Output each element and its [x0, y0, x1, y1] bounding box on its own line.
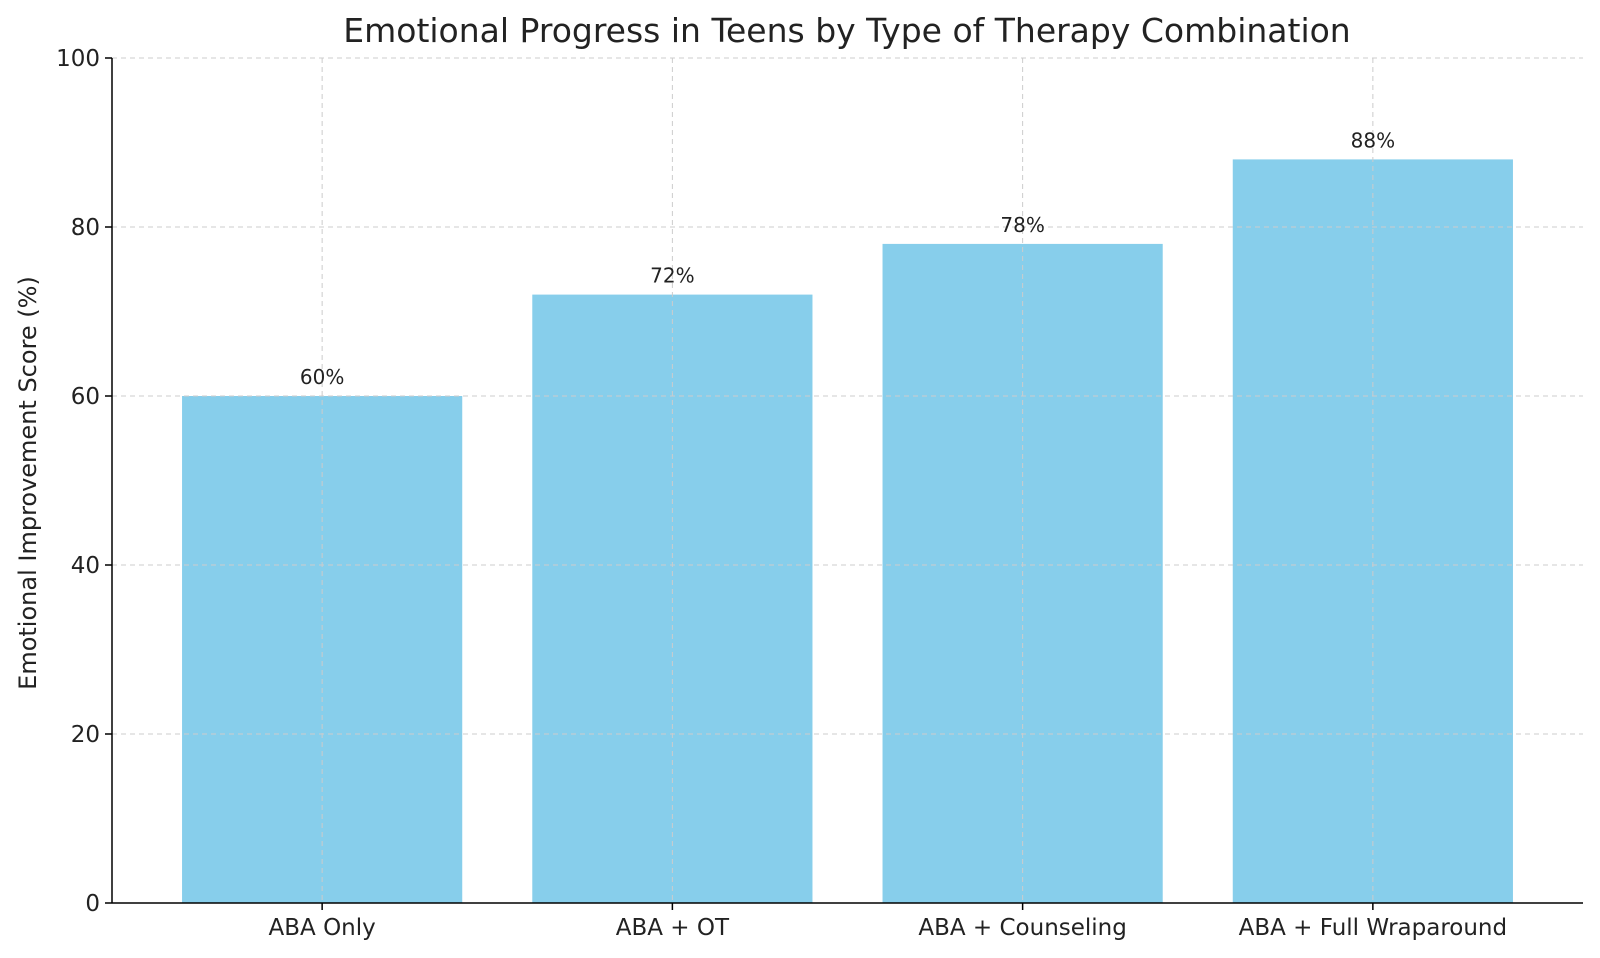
y-tick-label-6: 100	[56, 46, 100, 72]
data-label-4: 88%	[1351, 128, 1395, 152]
x-tick-label-3: ABA + Counseling	[918, 915, 1127, 941]
bars-layer	[182, 159, 1513, 904]
y-tick-label-4: 60	[71, 384, 100, 410]
data-label-3: 78%	[1000, 213, 1044, 237]
y-tick-label-2: 20	[71, 722, 100, 748]
y-tick-label-5: 80	[71, 215, 100, 241]
y-axis-label: Emotional Improvement Score (%)	[14, 276, 42, 690]
data-label-1: 60%	[300, 365, 344, 389]
x-tick-label-2: ABA + OT	[616, 915, 730, 941]
x-tick-label-4: ABA + Full Wraparound	[1239, 915, 1508, 941]
x-tick-label-1: ABA Only	[269, 915, 376, 941]
y-tick-label-3: 40	[71, 553, 100, 579]
y-tick-label-1: 0	[85, 891, 100, 917]
data-label-2: 72%	[650, 264, 694, 288]
data-labels-layer: 60% 72% 78% 88%	[300, 128, 1395, 389]
axis-layer: 0 20 40 60 80 100 ABA Only ABA + OT ABA + Counse…	[56, 46, 1583, 941]
chart-title: Emotional Progress in Teens by Type of T…	[343, 11, 1350, 50]
